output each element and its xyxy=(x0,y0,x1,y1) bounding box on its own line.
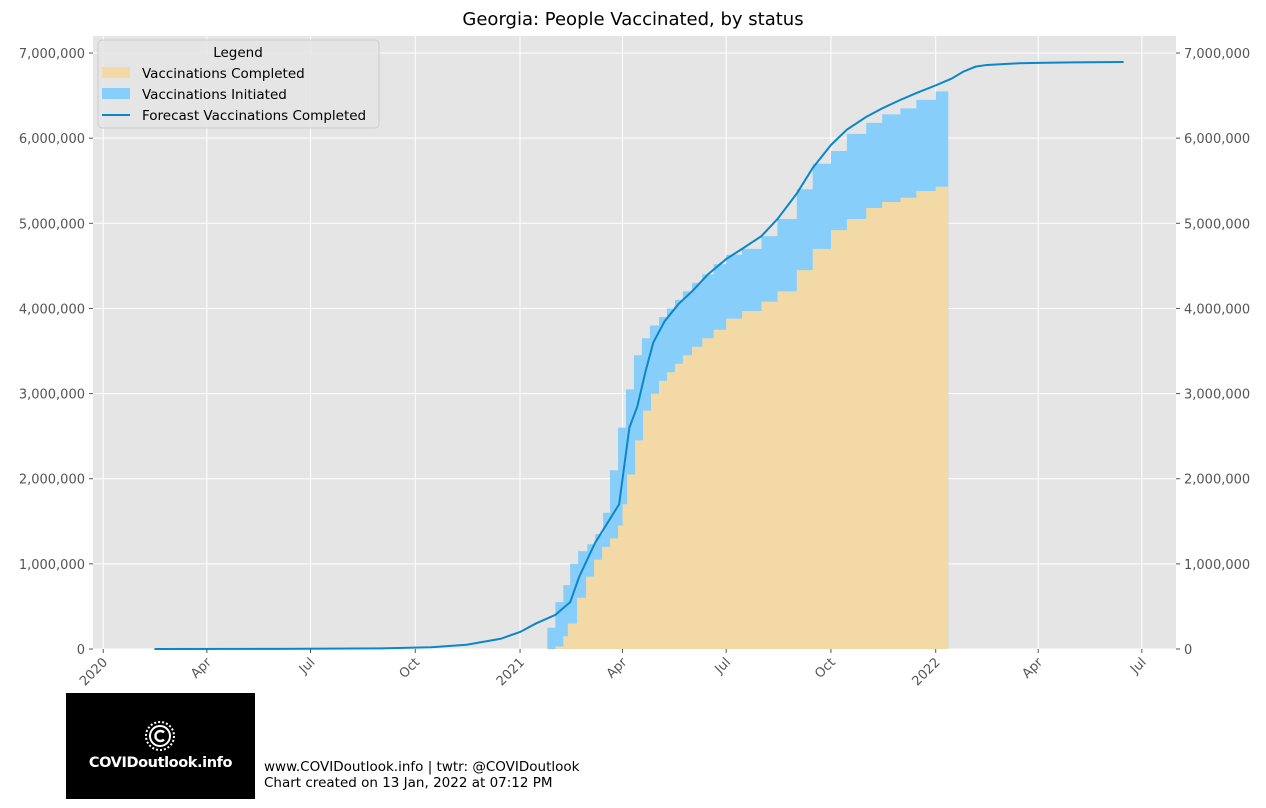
credit-line: www.COVIDoutlook.info | twtr: @COVIDoutl… xyxy=(264,759,580,775)
x-tick-label: Jul xyxy=(1127,655,1149,677)
legend-swatch xyxy=(102,88,130,99)
legend-entry: Vaccinations Completed xyxy=(142,66,305,82)
logo-text: COVIDoutlook.info xyxy=(88,755,233,771)
series-line-forecast-vaccinations-completed xyxy=(154,60,1124,650)
x-tick-label: 2020 xyxy=(77,655,111,689)
y-tick-label-left: 4,000,000 xyxy=(19,302,85,317)
y-tick-label-right: 7,000,000 xyxy=(1184,47,1250,62)
legend: Legend Vaccinations Completed Vaccination… xyxy=(97,39,380,129)
y-tick-label-right: 2,000,000 xyxy=(1184,473,1250,488)
x-tick-label: Jul xyxy=(712,655,734,677)
y-tick-label-left: 2,000,000 xyxy=(19,473,85,488)
series-area-vaccinations-completed xyxy=(546,183,949,649)
y-tick-label-right: 1,000,000 xyxy=(1184,558,1250,573)
legend-entry: Vaccinations Initiated xyxy=(142,87,287,103)
created-line: Chart created on 13 Jan, 2022 at 07:12 P… xyxy=(264,775,553,791)
legend-box xyxy=(97,39,380,129)
chart-title: Georgia: People Vaccinated, by status xyxy=(462,9,803,30)
legend-swatch xyxy=(102,67,130,78)
y-tick-label-left: 0 xyxy=(77,643,85,658)
x-tick-label: 2021 xyxy=(494,655,528,689)
x-tick-label: 2022 xyxy=(910,655,944,689)
legend-entry: Forecast Vaccinations Completed xyxy=(142,108,366,124)
y-tick-label-right: 3,000,000 xyxy=(1184,388,1250,403)
y-axis-left: 0 1,000,000 2,000,000 3,000,000 4,000,000 5,0… xyxy=(19,47,93,658)
x-tick-label: Jul xyxy=(296,655,318,677)
logo: COVIDoutlook.info xyxy=(66,693,255,799)
x-tick-label: Apr xyxy=(188,655,215,682)
x-tick-label: Oct xyxy=(812,655,839,682)
y-tick-label-right: 6,000,000 xyxy=(1184,132,1250,147)
y-tick-label-left: 5,000,000 xyxy=(19,217,85,232)
y-axis-right: 0 1,000,000 2,000,000 3,000,000 4,000,000 5,0… xyxy=(1176,47,1250,658)
legend-title: Legend xyxy=(213,45,263,61)
y-tick-label-left: 1,000,000 xyxy=(19,558,85,573)
x-tick-label: Apr xyxy=(1020,655,1047,682)
x-tick-label: Apr xyxy=(604,655,631,682)
virus-c-icon xyxy=(145,721,175,751)
y-tick-label-right: 5,000,000 xyxy=(1184,217,1250,232)
line-series xyxy=(154,60,1124,650)
y-tick-label-right: 0 xyxy=(1184,643,1192,658)
y-tick-label-left: 6,000,000 xyxy=(19,132,85,147)
y-tick-label-left: 3,000,000 xyxy=(19,388,85,403)
y-tick-label-right: 4,000,000 xyxy=(1184,302,1250,317)
y-tick-label-left: 7,000,000 xyxy=(19,47,85,62)
x-axis: 2020 Apr Jul Oct 2021 Apr Jul Oct 2022 Apr Jul xyxy=(77,649,1150,689)
x-tick-label: Oct xyxy=(397,655,424,682)
area-series xyxy=(546,87,949,650)
